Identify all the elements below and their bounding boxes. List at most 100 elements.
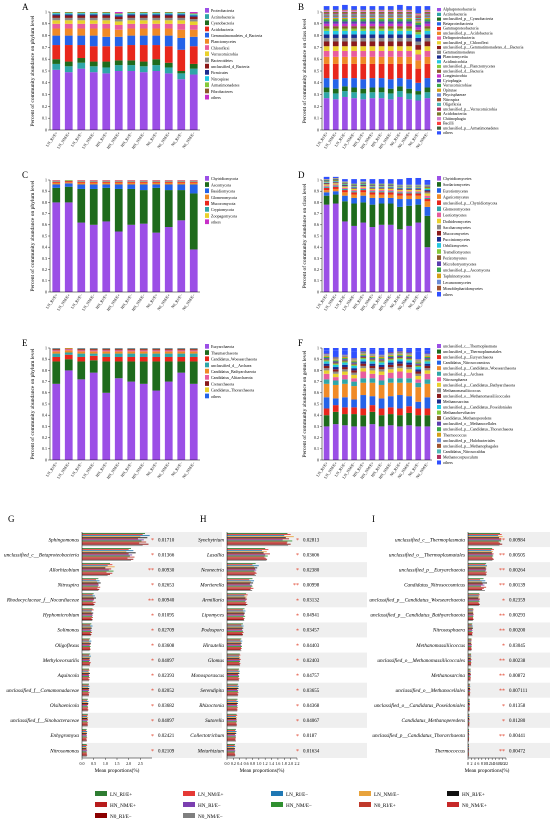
bar-segment (351, 29, 357, 31)
legend-swatch (437, 416, 441, 420)
group-bar (82, 656, 91, 657)
bar-segment (190, 361, 198, 383)
group-bar (82, 676, 89, 677)
group-bar (227, 579, 249, 580)
bar-segment (406, 355, 412, 356)
bar-segment (342, 26, 348, 28)
bar-segment (360, 21, 366, 23)
bar-segment (397, 361, 403, 363)
bar-segment (324, 42, 330, 47)
bar-segment (165, 350, 173, 351)
legend-swatch (437, 79, 441, 82)
group-bar (468, 675, 471, 676)
group-bar (227, 718, 236, 719)
p-value: 0.04368 (303, 704, 320, 709)
bar-segment (324, 88, 330, 93)
bar-segment (65, 66, 73, 72)
group-bar (227, 700, 237, 701)
group-bar (82, 679, 89, 680)
bar-segment (415, 91, 421, 95)
taxon-label: unclassified_p__Candidatus_Woesearchaeot… (369, 597, 465, 604)
bar-segment (360, 24, 366, 26)
taxon-label: Lipomyces (201, 613, 224, 619)
group-bar (227, 612, 244, 613)
bar-segment (425, 6, 431, 10)
group-bar (468, 645, 471, 646)
group-bar (82, 694, 89, 695)
bar-segment (90, 183, 98, 185)
bar-segment (360, 31, 366, 35)
bar-segment (397, 188, 403, 189)
group-bar (82, 537, 147, 538)
y-tick-label: 0.2 (314, 435, 319, 440)
bar-segment (102, 361, 110, 392)
bar-segment (177, 50, 185, 71)
group-bar (468, 536, 503, 537)
group-bar (468, 563, 486, 564)
bar-segment (127, 13, 135, 14)
bar-segment (425, 13, 431, 14)
bar-segment (140, 350, 148, 351)
x-tick-label: 1.8 (282, 761, 287, 766)
group-bar (82, 620, 92, 621)
bar-segment (324, 181, 330, 182)
bar-segment (425, 10, 431, 11)
y-tick-label: 0.7 (42, 211, 47, 216)
group-bar (227, 750, 235, 751)
bar-segment (115, 183, 123, 185)
bar-segment (397, 13, 403, 14)
group-bar (82, 647, 90, 648)
bar-segment (379, 195, 385, 198)
group-bar (82, 555, 132, 556)
bar-segment (415, 6, 421, 13)
bar-segment (360, 358, 366, 359)
bar-segment (324, 31, 330, 35)
group-bar (468, 614, 474, 615)
bar-segment (425, 199, 431, 201)
legend-swatch (437, 255, 441, 260)
bar-segment (415, 360, 421, 361)
group-bar (82, 663, 90, 664)
bar-segment (425, 38, 431, 42)
group-bar (227, 690, 238, 691)
bar-segment (370, 188, 376, 189)
bar-segment (379, 46, 385, 51)
bar-segment (406, 17, 412, 18)
bar-segment (425, 247, 431, 292)
bar-segment (388, 93, 394, 99)
bar-segment (333, 180, 339, 181)
group-bar (82, 677, 90, 678)
bar-segment (324, 21, 330, 23)
group-bar (468, 684, 470, 685)
group-bar (227, 593, 246, 594)
bar-segment (333, 14, 339, 15)
group-bar (468, 572, 487, 573)
bar-segment (177, 373, 185, 460)
bar-segment (397, 355, 403, 356)
group-bar (468, 655, 471, 656)
bar-segment (324, 14, 330, 15)
bar-segment (342, 369, 348, 371)
p-value: 0.00984 (509, 538, 526, 543)
group-bar (468, 677, 471, 678)
bar-segment (425, 397, 431, 408)
legend-label: Proteobacteria (211, 8, 234, 13)
bar-segment (425, 31, 431, 35)
legend-label: Methanosarcina (443, 399, 469, 404)
bar-segment (324, 34, 330, 38)
bar-segment (388, 31, 394, 35)
bar-segment (152, 357, 160, 361)
bar-segment (152, 29, 160, 36)
legend-swatch (437, 394, 441, 398)
bar-segment (406, 363, 412, 365)
p-value: 0.01095 (158, 614, 175, 619)
group-bar (82, 689, 89, 690)
bar-segment (370, 348, 376, 349)
bar-segment (388, 10, 394, 11)
bar-segment (102, 46, 110, 61)
y-tick-label: 0 (45, 457, 47, 462)
bar-segment (52, 348, 60, 349)
legend-label: Ascomycota (211, 182, 231, 187)
bar-segment (360, 354, 366, 355)
group-bar (82, 674, 89, 675)
